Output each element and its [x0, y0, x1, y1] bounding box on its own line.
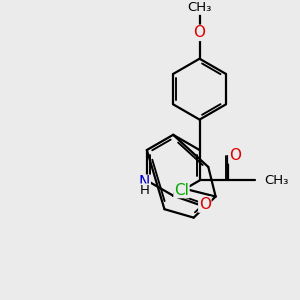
Text: CH₃: CH₃ [265, 174, 289, 187]
Text: O: O [194, 25, 206, 40]
Text: H: H [140, 184, 149, 197]
Text: CH₃: CH₃ [188, 1, 212, 14]
Text: N: N [139, 175, 150, 190]
Text: Cl: Cl [174, 182, 189, 197]
Text: O: O [199, 197, 211, 212]
Text: O: O [229, 148, 241, 163]
